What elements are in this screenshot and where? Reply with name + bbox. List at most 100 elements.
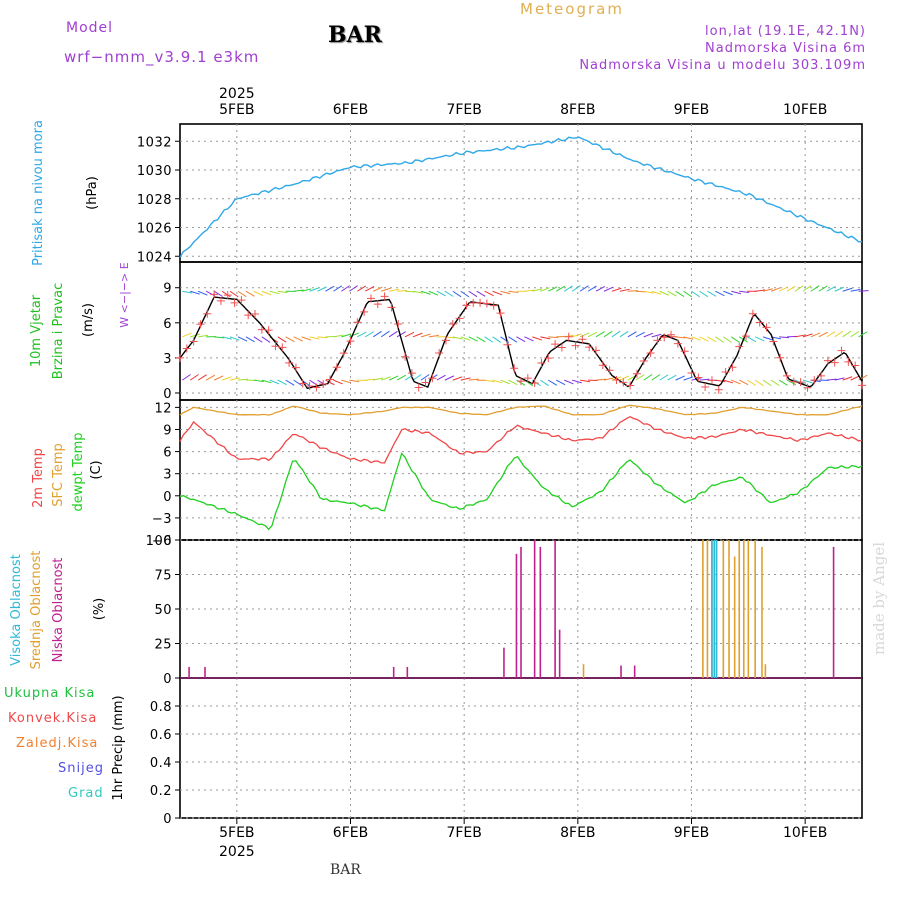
wind-barb	[508, 290, 519, 294]
wind-barb	[850, 330, 860, 338]
wind-barb	[476, 290, 486, 297]
wind-barb	[683, 290, 693, 298]
y-tick-label: 1030	[137, 164, 172, 179]
wind-gust-marker	[510, 364, 519, 373]
wind-barb	[404, 331, 415, 338]
wind-barb	[635, 374, 645, 381]
wind-barb	[571, 285, 581, 292]
wind-gust-marker	[223, 291, 232, 300]
wind-barb	[770, 379, 780, 387]
wind-barb	[595, 331, 605, 338]
wind-barb	[754, 379, 764, 387]
wind-barb	[826, 331, 836, 338]
wind-gust-marker	[557, 343, 566, 352]
wind-gust-marker	[291, 363, 300, 372]
cloud-high-title: Visoka Oblacnost	[9, 554, 24, 666]
wind-barb	[444, 290, 454, 297]
wind-barb	[563, 285, 573, 292]
wind-barb	[603, 330, 613, 338]
wind-barb	[213, 290, 223, 297]
y-tick-label: −3	[152, 512, 172, 527]
wind-barb	[524, 336, 534, 342]
y-tick-label: −6	[152, 534, 172, 549]
wind-gust-marker	[564, 332, 573, 341]
wind-barb	[365, 331, 375, 338]
wind-barb	[389, 288, 400, 292]
wind-barb	[715, 379, 726, 383]
wind-gust-marker	[380, 292, 389, 301]
wind-barb	[428, 290, 439, 296]
wind-barb	[834, 330, 844, 338]
wind-barb	[484, 336, 494, 343]
temp-2m-title: 2m Temp	[31, 448, 46, 508]
wind-barb	[397, 290, 408, 292]
y-tick-label: 25	[154, 638, 172, 653]
wind-gust-marker	[523, 374, 532, 383]
wind-barb	[460, 377, 471, 381]
temp-unit: (C)	[89, 460, 104, 479]
wind-barb	[540, 379, 549, 387]
wind-barb	[349, 332, 359, 338]
wind-barb	[699, 290, 709, 298]
wind-barb	[468, 290, 478, 298]
wind-barb	[261, 379, 272, 384]
wind-barb	[826, 286, 836, 292]
wind-gust-marker	[701, 383, 710, 392]
wind-barb	[691, 336, 702, 341]
wind-barb	[500, 290, 511, 295]
cloud-mid-title: Srednja Oblacnost	[29, 551, 44, 670]
wind-gust-marker	[346, 337, 355, 346]
wind-gust-marker	[817, 371, 826, 380]
wind-barb	[381, 376, 391, 381]
wind-gust-marker	[721, 367, 730, 376]
wind-barb	[516, 336, 526, 343]
pressure-line	[179, 136, 863, 258]
wind-barb	[619, 375, 630, 381]
wind-gust-marker	[257, 325, 266, 334]
wind-barb	[532, 288, 543, 292]
y-tick-label: 0.6	[150, 728, 172, 743]
model-elevation-label: Nadmorska Visina u modelu 303.109m	[579, 58, 866, 73]
wind-gust-marker	[441, 336, 450, 345]
wind-gust-marker	[182, 344, 191, 353]
wind-gust-marker	[462, 301, 471, 310]
wind-gust-marker	[735, 342, 744, 351]
y-tick-label: 0	[163, 672, 172, 687]
wind-barb	[834, 286, 845, 292]
wind-barb	[420, 290, 431, 295]
wind-barb	[349, 285, 358, 292]
wind-gust-marker	[707, 376, 716, 385]
wind-barb	[436, 374, 446, 381]
wind-axis-title-2: Brzina i Pravac	[51, 283, 66, 380]
wind-gust-marker	[605, 366, 614, 375]
wind-gust-marker	[326, 375, 335, 384]
x-tick-label-top: 9FEB	[674, 102, 709, 118]
y-tick-label: 0.4	[150, 756, 172, 771]
wind-barb	[746, 379, 757, 386]
wind-barb	[436, 290, 446, 297]
wind-barb	[850, 288, 861, 292]
wind-barb	[723, 379, 734, 384]
wind-barb	[691, 290, 701, 298]
wind-barb	[373, 286, 383, 292]
x-tick-label-top: 8FEB	[560, 102, 595, 118]
wind-gust-marker	[448, 319, 457, 328]
wind-barb	[802, 285, 812, 292]
wind-gust-marker	[646, 349, 655, 358]
wind-gust-marker	[762, 323, 771, 332]
panel-frame	[179, 677, 863, 819]
wind-barb	[468, 336, 478, 342]
wind-gust-marker	[680, 347, 689, 356]
legend-freezing-rain: Zaledj.Kisa	[16, 736, 99, 751]
wind-gust-marker	[176, 353, 184, 362]
wind-gust-marker	[503, 340, 512, 349]
y-tick-label: 0	[163, 387, 172, 402]
wind-barb	[253, 290, 264, 297]
wind-barb	[237, 336, 248, 342]
elevation-label: Nadmorska Visina 6m	[705, 41, 866, 56]
wind-barb	[802, 333, 813, 338]
y-tick-label: 9	[163, 423, 172, 438]
wind-gust-marker	[203, 309, 212, 318]
wind-axis-title-1: 10m Vjetar	[29, 294, 44, 367]
model-name: wrf−nmm_v3.9.1 e3km	[64, 48, 260, 66]
